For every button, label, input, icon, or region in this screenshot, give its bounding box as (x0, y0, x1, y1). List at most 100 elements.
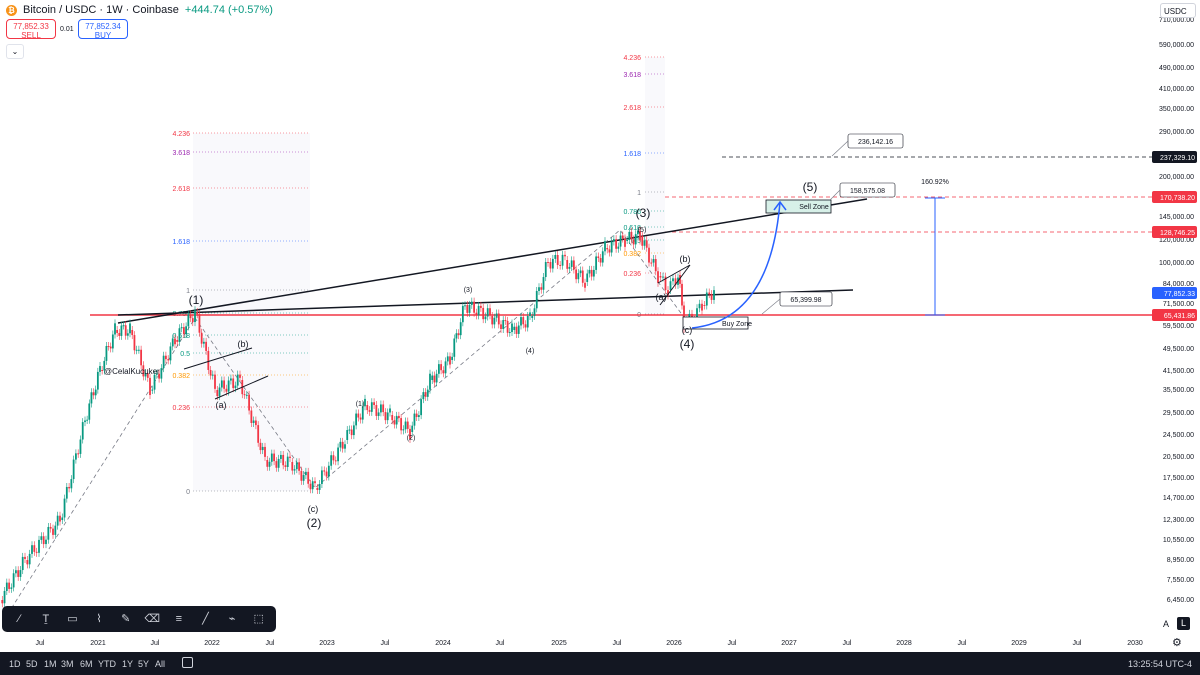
candle (601, 251, 604, 263)
text-icon[interactable]: Ṯ (42, 613, 50, 625)
x-axis-tick: Jul (151, 640, 160, 647)
candle (307, 471, 310, 484)
collapse-legend-button[interactable]: ⌄ (6, 44, 24, 59)
candle (592, 269, 595, 277)
lines-icon[interactable]: ≡ (175, 613, 183, 625)
candle (225, 388, 228, 392)
range-1m[interactable]: 1M (44, 659, 57, 669)
y-axis-tick: 410,000.00 (1159, 86, 1194, 93)
symbol-title[interactable]: Bitcoin / USDC · 1W · Coinbase (23, 4, 179, 16)
candle (508, 332, 511, 334)
candle (604, 241, 606, 252)
line-icon[interactable]: ╱ (202, 613, 209, 625)
candle (506, 320, 509, 333)
currency-selector[interactable]: USDC (1160, 3, 1196, 18)
sell-button[interactable]: 77,852.33 SELL (6, 19, 56, 40)
candle (520, 317, 522, 326)
candle (477, 305, 480, 316)
candle (311, 481, 314, 490)
buy-button[interactable]: 77,852.34 BUY (78, 19, 128, 40)
wave-label: (4) (680, 337, 695, 351)
candle (239, 374, 241, 378)
candle (698, 303, 701, 309)
candle (402, 429, 405, 431)
candle (33, 545, 36, 552)
y-axis-tick: 8,950.00 (1167, 557, 1194, 564)
candle (234, 385, 237, 389)
candle (107, 346, 110, 348)
candle (116, 330, 119, 333)
gear-icon[interactable]: ⚙ (1172, 637, 1182, 649)
x-axis-tick: 2025 (551, 640, 567, 647)
candle (529, 312, 531, 317)
range-1d[interactable]: 1D (9, 659, 21, 669)
note-icon[interactable]: ▭ (67, 613, 78, 625)
range-5d[interactable]: 5D (26, 659, 38, 669)
candle (31, 545, 33, 554)
candle (389, 408, 391, 413)
candle (15, 570, 17, 574)
candle (664, 276, 667, 291)
path-icon[interactable]: ⌁ (228, 613, 236, 625)
wave-label: (4) (526, 348, 535, 355)
candle (96, 371, 99, 390)
candle (198, 314, 201, 333)
candle (480, 305, 482, 308)
y-axis-tick: 145,000.00 (1159, 214, 1194, 221)
candle (559, 264, 562, 266)
candle (259, 442, 262, 451)
candle (586, 273, 589, 282)
highlighter-icon[interactable]: ✎ (121, 613, 131, 625)
range-1y[interactable]: 1Y (122, 659, 134, 669)
candle (437, 364, 440, 374)
candle (42, 536, 45, 545)
candle (268, 461, 271, 467)
candle (165, 355, 167, 360)
y-axis-tick: 84,000.00 (1163, 281, 1194, 288)
range-3m[interactable]: 3M (61, 659, 74, 669)
auto-scale-button[interactable]: A (1163, 619, 1170, 629)
y-axis-tick: 290,000.00 (1159, 129, 1194, 136)
candle (370, 402, 373, 412)
candle (413, 413, 416, 426)
candle (444, 361, 447, 374)
candle (632, 239, 635, 245)
trend-line-icon[interactable]: ∕ (18, 613, 21, 625)
candle (264, 446, 266, 457)
calendar-icon[interactable] (182, 657, 193, 668)
eraser-icon[interactable]: ⌫ (144, 613, 161, 625)
range-ytd[interactable]: YTD (98, 659, 116, 669)
candle (105, 346, 108, 361)
price-chart[interactable]: 710,000.00 590,000.00 490,000.00 410,000.00… (0, 0, 1200, 652)
range-5y[interactable]: 5Y (138, 659, 150, 669)
candle (513, 326, 516, 330)
candle (517, 325, 520, 334)
buy-zone-label: Buy Zone (722, 321, 752, 328)
candle (56, 515, 59, 526)
y-axis-tick: 7,550.00 (1167, 577, 1194, 584)
candle (391, 415, 394, 421)
candle (26, 560, 29, 565)
candle (122, 325, 125, 327)
fib-1-label: 2.618 (172, 186, 190, 193)
candle (189, 314, 192, 319)
candle (191, 318, 194, 323)
price-tag (1152, 287, 1197, 299)
candle (561, 254, 564, 266)
range-all[interactable]: All (155, 659, 166, 669)
range-6m[interactable]: 6M (80, 659, 93, 669)
candle (606, 248, 609, 250)
pattern-line (657, 264, 691, 306)
wave-label: (1) (356, 401, 365, 408)
brush-icon[interactable]: ⌇ (96, 613, 102, 625)
y-axis-tick: 490,000.00 (1159, 65, 1194, 72)
select-rect-icon[interactable]: ⬚ (253, 613, 264, 625)
price-tag (1152, 191, 1197, 203)
clock[interactable]: 13:25:54 UTC-4 (1127, 659, 1192, 669)
fib-1-label: 0 (186, 489, 190, 496)
candle (182, 327, 185, 335)
y-axis-tick: 14,700.00 (1163, 495, 1194, 502)
wave-label: (5) (803, 180, 818, 194)
y-axis-tick: 41,500.00 (1163, 368, 1194, 375)
log-scale-button[interactable]: L (1177, 617, 1190, 630)
